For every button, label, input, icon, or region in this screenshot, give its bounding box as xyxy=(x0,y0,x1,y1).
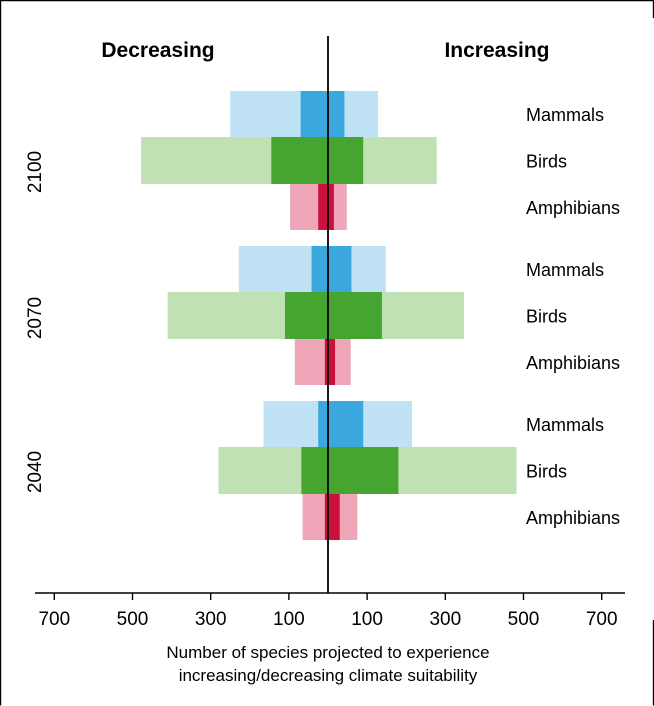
bar-inner-2070-amphibians xyxy=(324,339,336,385)
taxon-label-2040-amphibians: Amphibians xyxy=(526,508,620,528)
x-tick-label-1: 500 xyxy=(117,609,149,630)
bar-inner-2100-mammals xyxy=(300,91,345,137)
bar-inner-2070-mammals xyxy=(311,246,352,292)
x-tick-label-2: 300 xyxy=(195,609,227,630)
x-tick-label-4: 100 xyxy=(351,609,383,630)
x-axis-ticks: 700 500 300 100 100 300 500 700 xyxy=(38,593,618,630)
taxon-label-2070-mammals: Mammals xyxy=(526,260,604,280)
bar-inner-2070-birds xyxy=(284,292,382,339)
taxon-label-2040-birds: Birds xyxy=(526,462,567,482)
bars-layer xyxy=(141,91,517,540)
bar-outer-2070-amphibians xyxy=(294,339,351,385)
x-tick-label-5: 300 xyxy=(429,609,461,630)
year-label-2070: 2070 xyxy=(25,297,46,339)
x-tick-label-7: 700 xyxy=(586,609,618,630)
bar-inner-2040-mammals xyxy=(318,401,364,447)
taxon-label-2040-mammals: Mammals xyxy=(526,415,604,435)
x-tick-label-0: 700 xyxy=(38,609,70,630)
header-increasing: Increasing xyxy=(444,39,549,62)
x-tick-label-3: 100 xyxy=(273,609,305,630)
header-decreasing: Decreasing xyxy=(101,39,214,62)
bar-inner-2040-birds xyxy=(301,447,399,494)
taxon-label-2100-birds: Birds xyxy=(526,152,567,172)
taxon-label-2070-birds: Birds xyxy=(526,307,567,327)
taxon-label-2100-amphibians: Amphibians xyxy=(526,198,620,218)
taxon-label-2100-mammals: Mammals xyxy=(526,105,604,125)
taxon-label-2070-amphibians: Amphibians xyxy=(526,353,620,373)
x-axis-label-line-2: increasing/decreasing climate suitabilit… xyxy=(179,666,478,685)
x-tick-label-6: 500 xyxy=(508,609,540,630)
bar-inner-2100-birds xyxy=(271,137,364,184)
bar-inner-2100-amphibians xyxy=(318,184,334,230)
year-label-2040: 2040 xyxy=(25,451,46,493)
x-axis-label-line-1: Number of species projected to experienc… xyxy=(166,643,489,662)
year-label-2100: 2100 xyxy=(25,151,46,193)
labels-layer: Mammals Birds Amphibians 2100 Mammals Birds Am… xyxy=(25,105,620,528)
